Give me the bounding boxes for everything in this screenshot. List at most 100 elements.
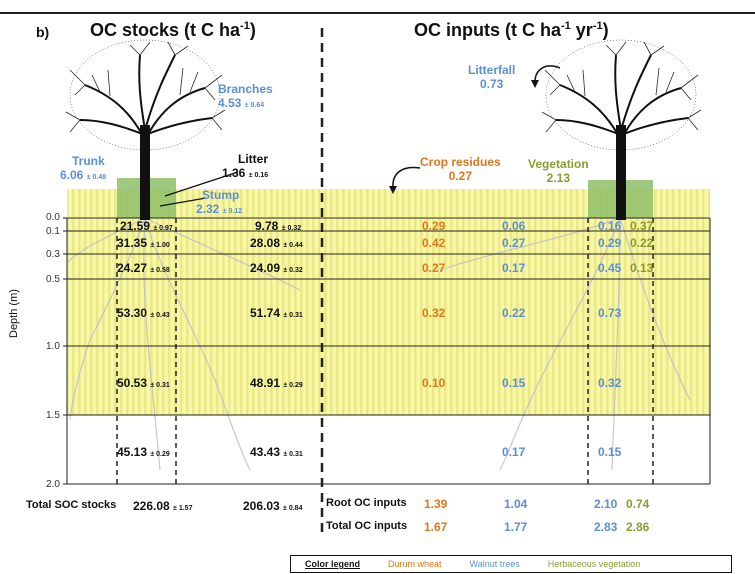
root-walnut-crop: 1.04: [504, 497, 528, 511]
stock-crop-1: 28.08 ± 0.44: [250, 236, 303, 250]
in-herb-2: 0.13: [630, 261, 654, 275]
stock-crop-4-value: 48.91: [250, 376, 281, 390]
stock-crop-0: 9.78 ± 0.32: [255, 219, 301, 233]
in-walnut-tree-0: 0.16: [598, 219, 622, 233]
branches-label: Branches 4.53 ± 0.64: [218, 82, 273, 110]
in-walnut-crop-0: 0.06: [502, 219, 526, 233]
stock-tree-3-error: ± 0.43: [150, 312, 170, 319]
total-soc-crop-value: 206.03: [243, 499, 280, 513]
stump-pointer: [159, 197, 207, 207]
trunk-label: Trunk 6.06 ± 0.48: [60, 154, 106, 182]
total-soc-crop: 206.03 ± 0.84: [243, 499, 302, 513]
stock-tree-0: 21.59 ± 0.97: [120, 219, 173, 233]
stock-tree-4-value: 50.53: [117, 376, 148, 390]
stocks-title: OC stocks (t C ha-1): [90, 20, 256, 41]
in-walnut-crop-4: 0.15: [502, 376, 526, 390]
total-oc-label: Total OC inputs: [326, 520, 408, 532]
litterfall-name: Litterfall: [468, 63, 516, 77]
branches-error: ± 0.64: [244, 102, 265, 109]
inputs-title-mid: yr: [570, 20, 593, 40]
inputs-title-text: OC inputs (t C ha: [414, 20, 561, 40]
litter-error: ± 0.16: [248, 172, 269, 179]
stock-crop-0-value: 9.78: [255, 219, 279, 233]
tree-left: [65, 39, 226, 220]
crop-residues-name: Crop residues: [420, 155, 501, 169]
depth-tick-4: 1.0: [46, 341, 60, 352]
in-wheat-3: 0.32: [422, 306, 446, 320]
tree-right: [541, 39, 702, 220]
stock-tree-2: 24.27 ± 0.58: [117, 261, 170, 275]
total-soc-tree-error: ± 1.57: [173, 505, 193, 512]
stock-crop-5: 43.43 ± 0.31: [250, 445, 303, 459]
crop-residues-arrow: [392, 166, 421, 189]
stump-label: Stump 2.32 ± 0.12: [196, 188, 242, 216]
total-soc-label: Total SOC stocks: [26, 499, 117, 511]
stump-name: Stump: [202, 188, 240, 202]
stock-crop-5-error: ± 0.31: [283, 451, 303, 458]
total-walnut-tree: 2.83: [594, 520, 618, 534]
vegetation-name: Vegetation: [528, 157, 589, 171]
crop-residues-value: 0.27: [448, 169, 473, 183]
stock-crop-3-value: 51.74: [250, 306, 281, 320]
legend-title: Color legend: [305, 559, 361, 569]
stump-value: 2.32: [196, 202, 220, 216]
in-wheat-1: 0.42: [422, 236, 446, 250]
stock-tree-2-error: ± 0.58: [150, 267, 170, 274]
in-wheat-0: 0.29: [422, 219, 446, 233]
stock-crop-1-value: 28.08: [250, 236, 281, 250]
stock-crop-2: 24.09 ± 0.32: [250, 261, 303, 275]
stock-crop-4: 48.91 ± 0.29: [250, 376, 303, 390]
crop-residues-label: Crop residues 0.27: [420, 155, 501, 183]
inputs-title-sup2: -1: [592, 20, 603, 32]
in-walnut-tree-5: 0.15: [598, 445, 622, 459]
in-walnut-tree-1: 0.29: [598, 236, 622, 250]
root-walnut-tree: 2.10: [594, 497, 618, 511]
inputs-title-tail: ): [602, 20, 609, 40]
litterfall-label: Litterfall 0.73: [468, 63, 515, 91]
stocks-title-text: OC stocks (t C ha: [90, 20, 241, 40]
stock-tree-3-value: 53.30: [117, 306, 148, 320]
total-soc-tree-value: 226.08: [133, 499, 170, 513]
total-walnut-crop: 1.77: [504, 520, 528, 534]
crop-residues-arrowhead: [389, 186, 397, 194]
layer-borders: [66, 217, 711, 485]
branches-value: 4.53: [218, 96, 242, 110]
in-walnut-crop-1: 0.27: [502, 236, 526, 250]
in-walnut-tree-4: 0.32: [598, 376, 622, 390]
litterfall-arrow: [534, 65, 561, 83]
depth-axis-label: Depth (m): [8, 289, 20, 338]
stock-crop-2-error: ± 0.32: [283, 267, 303, 274]
stock-tree-1: 31.35 ± 1.00: [117, 236, 170, 250]
stump-error: ± 0.12: [222, 208, 243, 215]
branches-name: Branches: [218, 82, 273, 96]
vegetation-value: 2.13: [546, 171, 571, 185]
stock-tree-1-value: 31.35: [117, 236, 148, 250]
depth-tick-0: 0.0: [46, 212, 60, 223]
depth-tick-2: 0.3: [46, 249, 60, 260]
root-oc-label: Root OC inputs: [326, 497, 407, 509]
roots: [67, 217, 691, 471]
inputs-title: OC inputs (t C ha-1 yr-1): [414, 20, 609, 41]
in-walnut-tree-3: 0.73: [598, 306, 622, 320]
total-soc-tree: 226.08 ± 1.57: [133, 499, 192, 513]
in-wheat-4: 0.10: [422, 376, 446, 390]
stock-tree-4: 50.53 ± 0.31: [117, 376, 170, 390]
legend-herb: Herbaceous vegetation: [547, 559, 641, 569]
legend-walnut: Walnut trees: [469, 559, 520, 569]
litter-label: Litter 1.36 ± 0.16: [222, 152, 268, 180]
litter-value: 1.36: [222, 166, 246, 180]
stock-tree-2-value: 24.27: [117, 261, 148, 275]
root-wheat: 1.39: [424, 497, 448, 511]
in-walnut-crop-2: 0.17: [502, 261, 526, 275]
stock-crop-3-error: ± 0.31: [283, 312, 303, 319]
in-walnut-crop-3: 0.22: [502, 306, 526, 320]
total-herb: 2.86: [626, 520, 650, 534]
stock-crop-1-error: ± 0.44: [283, 242, 303, 249]
in-walnut-tree-2: 0.45: [598, 261, 622, 275]
vegetation-label: Vegetation 2.13: [528, 157, 589, 185]
in-walnut-crop-5: 0.17: [502, 445, 526, 459]
litter-pointer: [164, 171, 239, 197]
stock-tree-1-error: ± 1.00: [150, 242, 170, 249]
root-herb: 0.74: [626, 497, 650, 511]
stocks-title-tail: ): [249, 20, 256, 40]
